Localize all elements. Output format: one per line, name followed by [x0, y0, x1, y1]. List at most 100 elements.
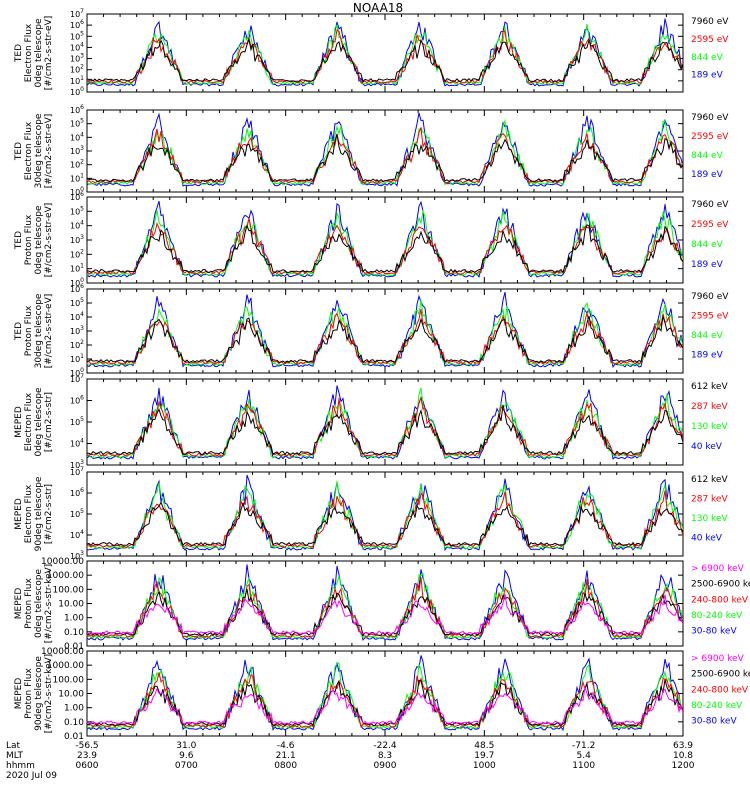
- flux-series-2: [87, 396, 683, 457]
- legend-entry: 844 eV: [691, 151, 724, 161]
- y-axis-label-line: Proton Flux: [24, 305, 34, 356]
- x-axis-value: 9.6: [179, 751, 194, 761]
- x-axis-value: 48.5: [474, 741, 494, 751]
- y-tick-label: 101: [70, 353, 84, 364]
- legend-entry: 130 keV: [691, 514, 728, 524]
- legend-entry: 30-80 keV: [691, 627, 737, 637]
- y-tick-label: 103: [70, 550, 84, 561]
- flux-series-0: [87, 18, 683, 87]
- legend-entry: 2595 eV: [691, 35, 729, 45]
- y-axis-label-line: 30deg telescope: [34, 113, 44, 188]
- y-tick-label: 100.00: [53, 675, 85, 685]
- y-axis-label-line: 90deg telescope: [34, 476, 44, 551]
- y-tick-label: 105: [70, 205, 84, 216]
- y-tick-label: 100: [70, 186, 84, 197]
- flux-series-3: [87, 588, 683, 637]
- legend-entry: 80-240 keV: [691, 701, 743, 711]
- y-tick-label: 102: [70, 248, 84, 259]
- y-tick-exponent: 2: [80, 159, 84, 166]
- y-axis-label-line: [#/cm2-s-str-eV]: [44, 203, 54, 278]
- y-tick-exponent: 7: [80, 373, 84, 380]
- figure-title: NOAA18: [353, 1, 403, 15]
- flux-series-2: [87, 309, 683, 366]
- y-tick-label: 104: [70, 438, 84, 449]
- y-axis-label-line: [#/cm2-s-str-keV]: [44, 564, 54, 643]
- legend-entry: 7960 eV: [691, 200, 729, 210]
- y-tick-exponent: 2: [80, 339, 84, 346]
- x-axis-value: 1000: [473, 761, 496, 771]
- flux-series-1: [87, 662, 683, 730]
- x-axis-value: 1100: [572, 761, 595, 771]
- x-axis-row-label: hhmm: [6, 761, 35, 771]
- y-axis-label-line: [#/cm2-s-str-eV]: [44, 16, 54, 91]
- x-axis-value: 0800: [274, 761, 297, 771]
- flux-traces: [87, 18, 683, 87]
- y-tick-exponent: 6: [80, 19, 84, 26]
- y-tick-exponent: 6: [80, 283, 84, 290]
- y-tick-label: 102: [70, 64, 84, 75]
- y-tick-exponent: 5: [80, 118, 84, 125]
- legend-entry: 240-800 keV: [691, 685, 749, 695]
- y-tick-exponent: 4: [80, 220, 84, 227]
- y-tick-label: 100: [70, 367, 84, 378]
- y-tick-exponent: 1: [80, 263, 84, 270]
- y-tick-label: 10.00: [58, 600, 84, 610]
- y-tick-label: 104: [70, 529, 84, 540]
- y-tick-exponent: 5: [80, 297, 84, 304]
- y-tick-label: 0.01: [64, 732, 84, 742]
- y-axis-label-line: TED: [14, 44, 24, 63]
- y-tick-exponent: 6: [80, 395, 84, 402]
- y-tick-label: 0.10: [64, 718, 84, 728]
- legend-entry: 7960 eV: [691, 17, 729, 27]
- legend-entry: 612 keV: [691, 475, 728, 485]
- y-axis-label-line: Electron Flux: [24, 484, 34, 543]
- y-tick-label: 101: [70, 172, 84, 183]
- y-axis-label-line: 90deg telescope: [34, 656, 44, 731]
- y-tick-exponent: 0: [80, 86, 84, 93]
- y-tick-exponent: 5: [80, 508, 84, 515]
- y-axis-label-line: TED: [14, 142, 24, 161]
- legend-entry: 287 keV: [691, 494, 728, 504]
- flux-series-1: [87, 481, 683, 550]
- legend-entry: 30-80 keV: [691, 717, 737, 727]
- x-axis-value: 8.3: [378, 751, 392, 761]
- panel-frame: [86, 196, 684, 284]
- y-axis-label-line: [#/cm2-s-str]: [44, 392, 54, 452]
- flux-series-2: [87, 125, 683, 185]
- y-tick-exponent: 3: [80, 234, 84, 241]
- y-tick-label: 107: [70, 8, 84, 19]
- y-tick-label: 106: [70, 191, 84, 202]
- x-axis-labels: Lat -56.5 31.0 -4.6 -22.4 48.5 -71.2 63.9 MLT 23.…: [6, 741, 695, 781]
- legend-entry: 612 keV: [691, 382, 728, 392]
- legend-entry: 2595 eV: [691, 220, 729, 230]
- y-tick-exponent: 3: [80, 325, 84, 332]
- flux-series-3: [87, 133, 683, 183]
- y-axis-label-line: [#/cm2-s-str-eV]: [44, 114, 54, 189]
- y-tick-exponent: 1: [80, 75, 84, 82]
- y-tick-label: 106: [70, 283, 84, 294]
- x-axis-date: 2020 Jul 09: [6, 771, 57, 781]
- y-tick-label: 103: [70, 53, 84, 64]
- y-tick-label: 101: [70, 75, 84, 86]
- flux-series-0: [87, 474, 683, 552]
- panel-6: 103 104 105 106 107 MEPED Electron Flux 90deg t…: [14, 466, 728, 561]
- y-tick-exponent: 0: [80, 367, 84, 374]
- y-axis-label-line: Electron Flux: [24, 23, 34, 82]
- flux-traces: [87, 564, 683, 641]
- panel-7: 10000.00 1000.00 100.00 10.00 1.00 0.10 0.01 ME…: [14, 557, 750, 652]
- y-tick-label: 100: [70, 86, 84, 97]
- y-tick-label: 105: [70, 118, 84, 129]
- flux-traces: [87, 655, 683, 732]
- flux-traces: [87, 291, 683, 369]
- y-axis-label-line: Electron Flux: [24, 392, 34, 451]
- flux-series-2: [87, 490, 683, 548]
- y-tick-label: 1.00: [64, 614, 84, 624]
- x-axis-value: -4.6: [277, 741, 295, 751]
- flux-series-1: [87, 23, 683, 86]
- y-tick-exponent: 1: [80, 172, 84, 179]
- y-tick-label: 101: [70, 263, 84, 274]
- y-axis-label-line: MEPED: [14, 498, 24, 530]
